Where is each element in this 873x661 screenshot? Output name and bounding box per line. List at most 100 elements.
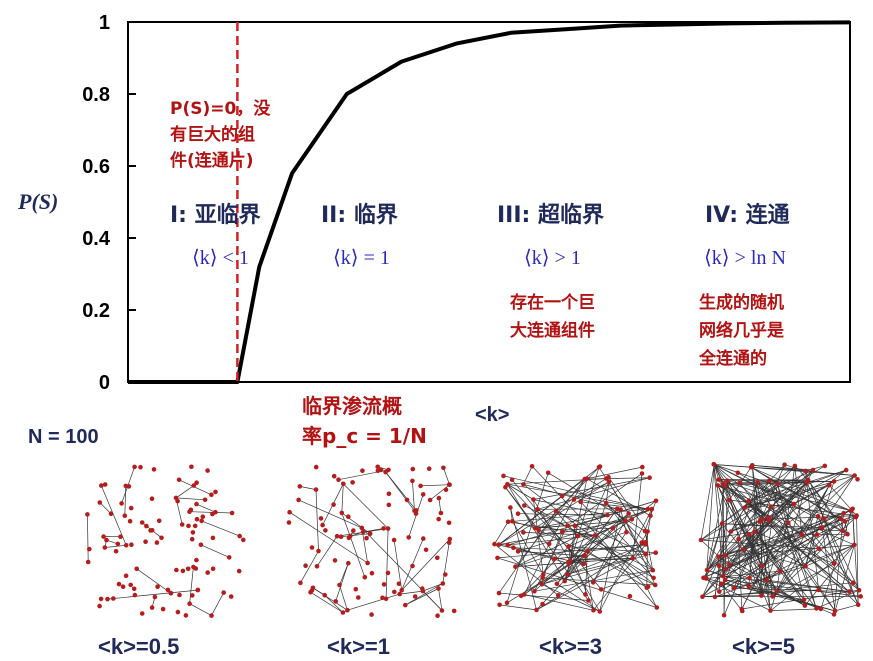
network-graph (85, 464, 246, 618)
network-node (566, 544, 571, 549)
network-node (362, 574, 368, 580)
network-edge (748, 533, 850, 592)
network-edge (420, 484, 450, 487)
network-node (723, 567, 728, 572)
network-node (605, 512, 610, 518)
network-node (726, 562, 732, 567)
network-node (213, 489, 218, 495)
network-node (173, 495, 179, 501)
network-edge (717, 485, 855, 546)
x-axis-label: <k> (475, 404, 509, 426)
network-node (739, 606, 745, 612)
network-node (340, 610, 346, 615)
network-node (446, 482, 452, 487)
network-node (149, 605, 155, 610)
network-node (322, 592, 328, 598)
network-edge (718, 479, 854, 583)
network-edge (750, 467, 778, 484)
network-label-k5: <k>=5 (732, 634, 795, 659)
network-node (852, 542, 857, 548)
network-edge (703, 501, 749, 578)
network-node (546, 541, 552, 547)
network-node (497, 602, 502, 608)
network-node (504, 600, 510, 606)
network-node (101, 534, 106, 539)
network-node (338, 534, 344, 539)
network-node (719, 521, 725, 526)
network-edge (335, 563, 349, 602)
network-edge (770, 608, 821, 611)
network-node (510, 518, 515, 524)
network-node (801, 597, 807, 603)
network-node (381, 526, 386, 531)
network-edge (805, 465, 825, 472)
network-node (194, 501, 199, 507)
network-node (591, 608, 596, 613)
network-node (858, 594, 863, 599)
network-edge (744, 507, 769, 521)
network-edge (405, 588, 439, 606)
network-node (176, 477, 182, 483)
network-edge (498, 466, 600, 545)
network-node (841, 510, 846, 516)
network-node (127, 518, 133, 524)
network-node (821, 516, 827, 521)
network-node (529, 464, 535, 469)
network-node (200, 514, 206, 519)
network-node (623, 518, 628, 524)
network-edge (718, 479, 809, 481)
network-node (356, 595, 361, 600)
network-node (495, 555, 500, 561)
network-edge (507, 483, 534, 500)
network-edge (554, 555, 585, 560)
network-edge (429, 484, 450, 501)
network-edge (300, 550, 319, 584)
network-node (446, 520, 452, 526)
network-edge (805, 470, 859, 605)
network-node (731, 586, 736, 591)
network-edge (594, 502, 607, 536)
network-edge (601, 569, 653, 590)
network-node (418, 483, 423, 489)
region-critical-title: II: 临界 (321, 202, 398, 228)
network-node (296, 497, 301, 503)
network-node (742, 505, 748, 510)
network-node (108, 511, 114, 516)
network-node (716, 563, 722, 569)
network-edge (730, 469, 847, 532)
network-node (168, 590, 174, 596)
network-node (562, 578, 567, 584)
network-edge (310, 591, 344, 613)
network-node (336, 477, 341, 483)
network-node (303, 563, 308, 568)
network-node (85, 512, 90, 517)
region-supercritical-condition: ⟨k⟩ > 1 (524, 247, 581, 269)
network-node (720, 573, 726, 579)
network-node (645, 506, 651, 512)
network-node (189, 464, 194, 470)
network-node (736, 536, 741, 542)
network-node (831, 479, 837, 484)
y-axis-ticks: 0 0.2 0.4 0.6 0.8 1 (82, 12, 136, 394)
network-node (590, 580, 596, 585)
network-node (360, 468, 365, 474)
network-node (334, 533, 340, 539)
curve-layer (128, 20, 851, 384)
network-node (210, 535, 216, 541)
network-edge (757, 482, 806, 567)
network-node (199, 518, 204, 524)
network-node (722, 577, 728, 583)
network-edge (725, 579, 836, 612)
network-edge (733, 534, 803, 589)
network-node (333, 599, 339, 604)
network-edge (750, 466, 851, 512)
network-edge (494, 521, 509, 545)
network-edge (196, 503, 216, 513)
network-node (582, 476, 587, 482)
network-node (99, 483, 104, 488)
network-edge (724, 482, 808, 581)
network-node (87, 546, 92, 552)
network-node (183, 613, 189, 618)
network-node (404, 497, 410, 503)
network-edge (385, 528, 389, 599)
